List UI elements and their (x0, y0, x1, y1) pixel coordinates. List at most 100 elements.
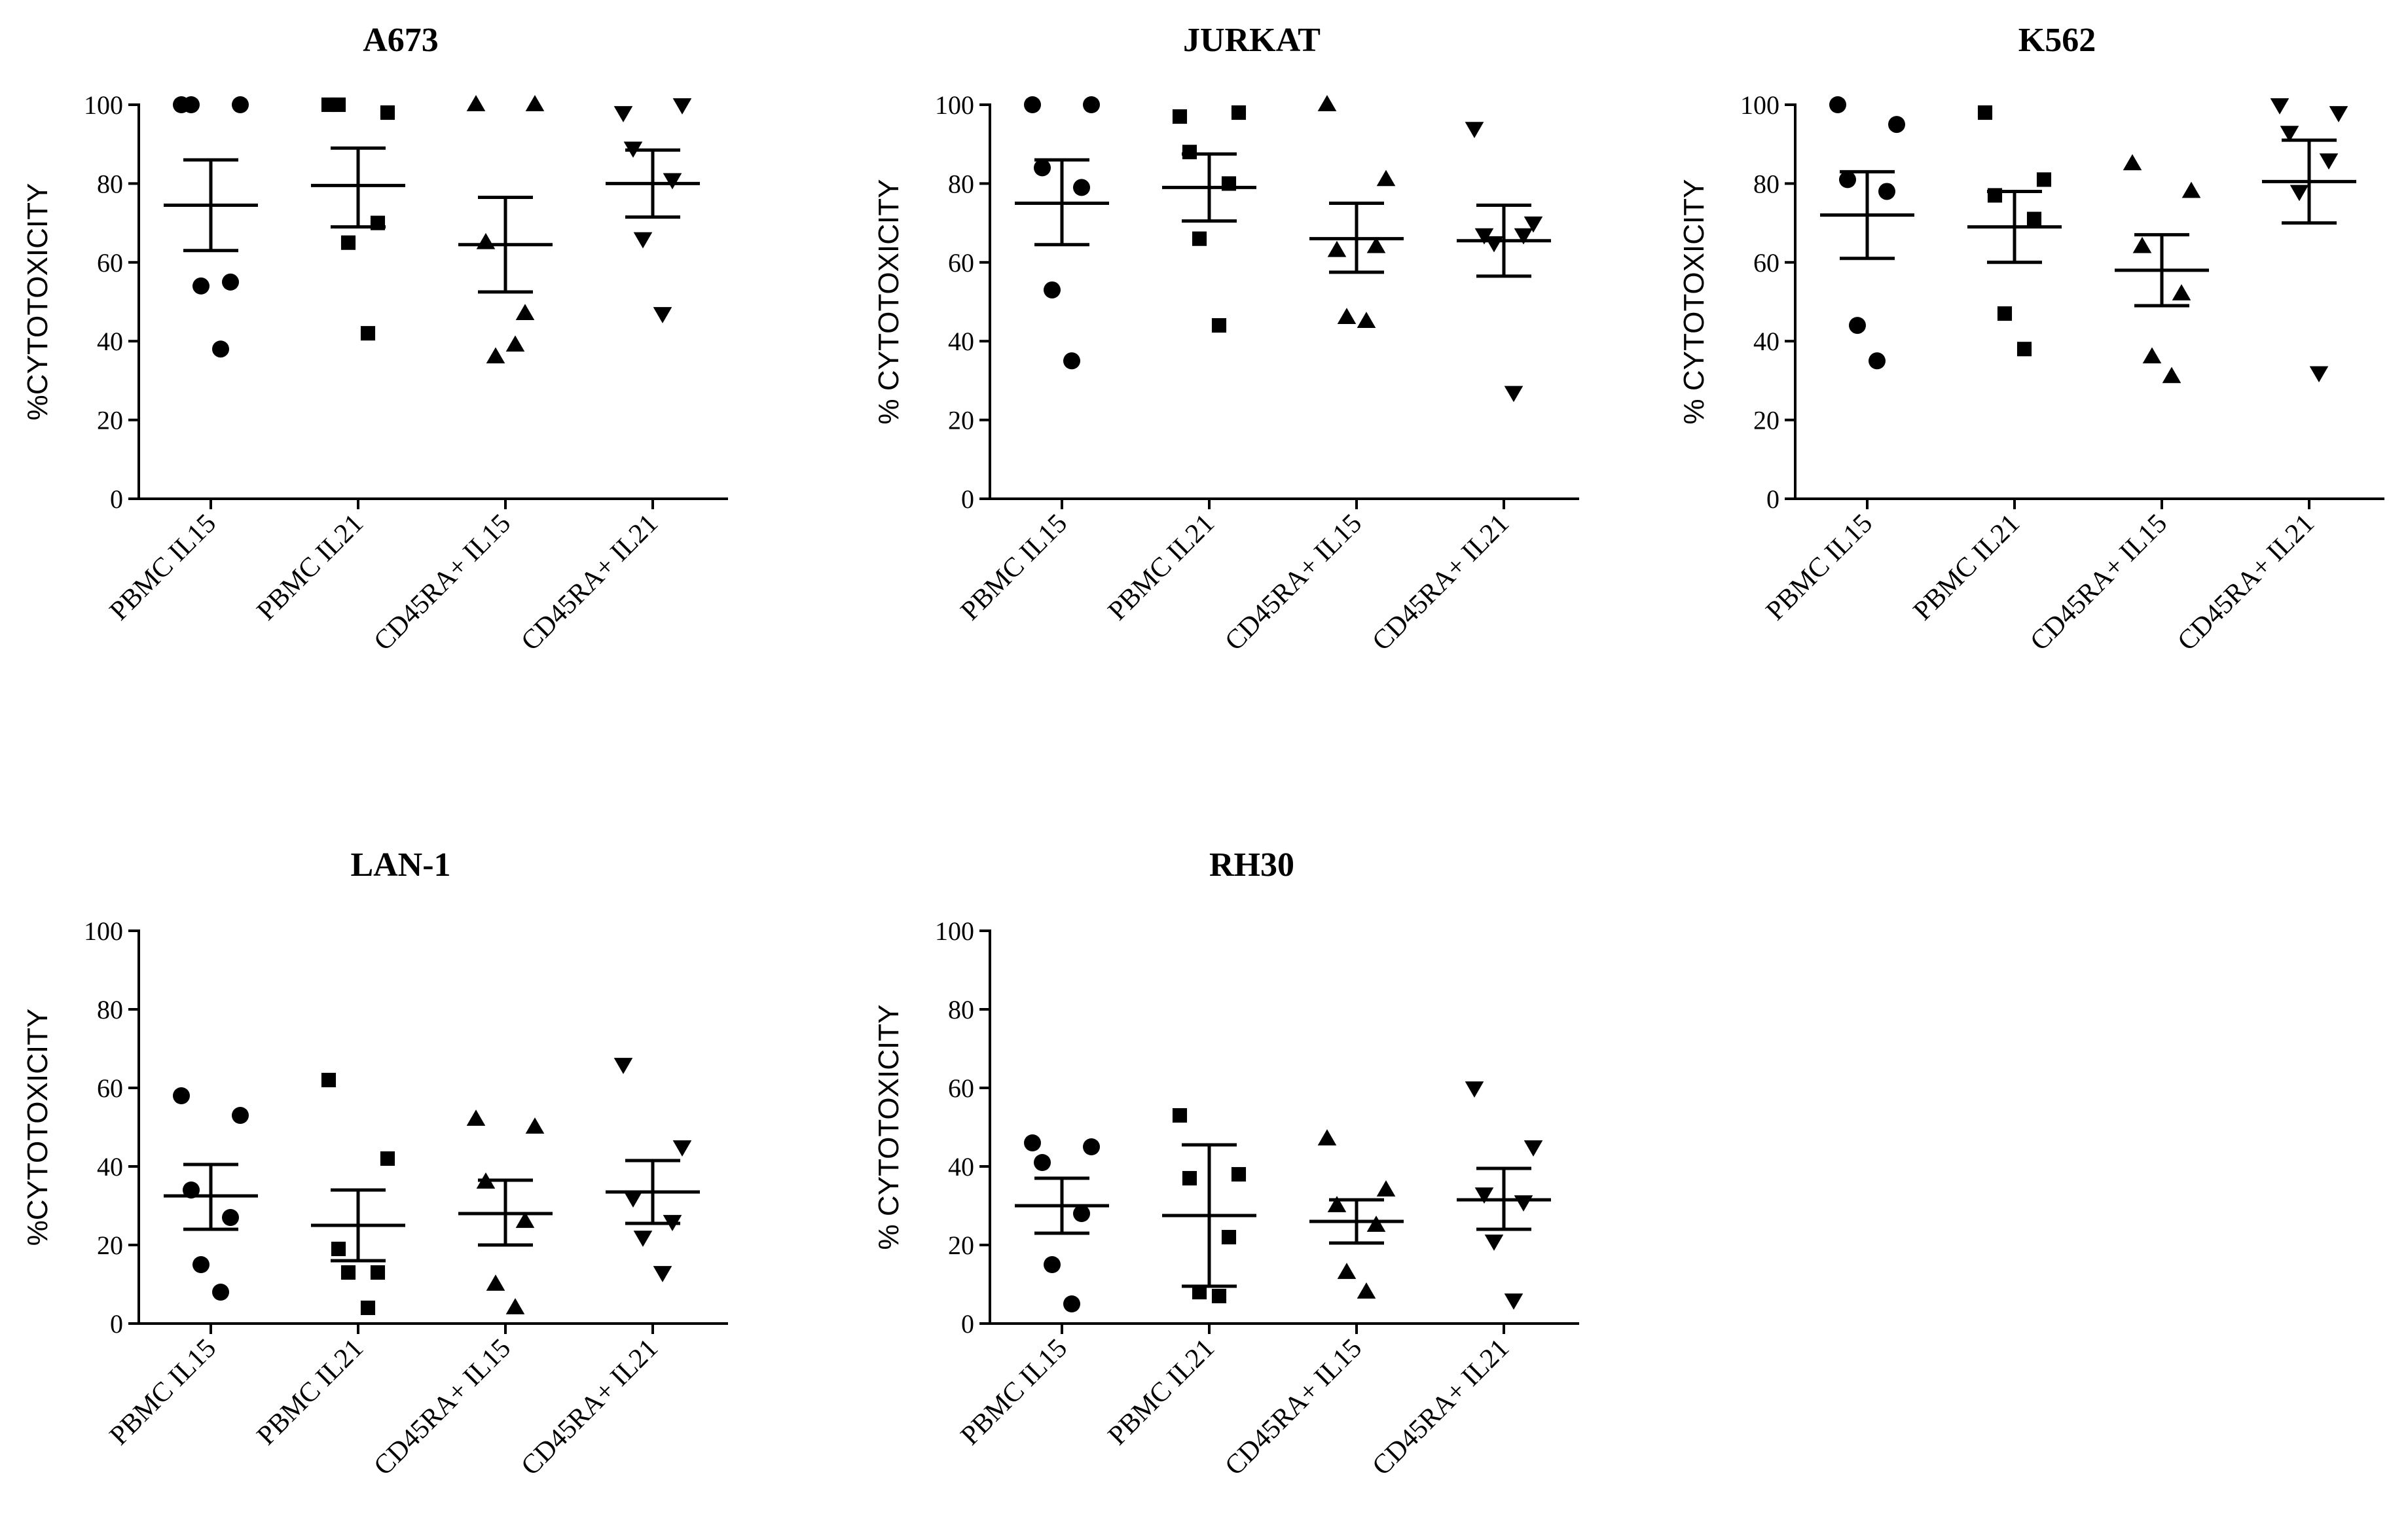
data-point-triangle-up (1317, 1129, 1337, 1145)
y-tick-label: 0 (110, 484, 123, 514)
x-category-label: CD45RA+ IL21 (1366, 509, 1515, 657)
data-point-triangle-down (1523, 216, 1543, 233)
data-point-triangle-down (2280, 126, 2299, 142)
data-point-triangle-down (1465, 122, 1484, 138)
y-tick-label: 0 (1766, 484, 1779, 514)
data-point-square (1977, 105, 1993, 120)
series-pbmc-il15 (164, 1087, 258, 1301)
x-category-label: PBMC IL21 (1908, 509, 2026, 626)
series-cd45ra-il15 (1309, 1129, 1404, 1299)
series-cd45ra-il21 (2262, 98, 2356, 383)
data-point-triangle-up (2181, 181, 2201, 198)
data-point-square (1182, 145, 1197, 160)
data-point-triangle-down (653, 307, 672, 323)
chart-panel-jurkat: JURKAT % CYTOTOXICITY 0 20 40 60 80 100 PBMC IL1… (873, 22, 1579, 657)
data-point-square (1192, 1284, 1207, 1300)
data-point-circle (222, 273, 239, 291)
y-tick-label: 20 (1753, 406, 1779, 435)
y-tick-label: 100 (84, 916, 123, 946)
data-point-triangle-down (2309, 366, 2329, 383)
x-category-label: CD45RA+ IL21 (1366, 1333, 1515, 1482)
data-point-square (380, 105, 395, 120)
y-tick-label: 80 (948, 995, 974, 1024)
series-pbmc-il15 (1015, 1134, 1109, 1312)
series-pbmc-il21 (311, 97, 405, 341)
y-tick-label: 60 (948, 248, 974, 278)
data-point-triangle-up (1366, 1216, 1386, 1232)
data-point-triangle-up (476, 232, 496, 249)
y-tick-label: 40 (948, 327, 974, 356)
data-point-circle (1024, 96, 1041, 113)
chart-panel-k562: K562 % CYTOTOXICITY 0 20 40 60 80 100 PBMC IL15 P… (1678, 22, 2384, 657)
x-category-label: CD45RA+ IL15 (368, 509, 517, 657)
x-category-label: PBMC IL21 (251, 1333, 369, 1451)
data-point-triangle-up (1376, 1180, 1396, 1197)
y-axis-title: % CYTOTOXICITY (873, 1005, 905, 1250)
data-point-triangle-up (1327, 240, 1347, 257)
y-tick-label: 40 (97, 327, 123, 356)
data-point-circle (1044, 1256, 1061, 1273)
data-point-triangle-up (2162, 367, 2181, 384)
data-point-triangle-up (466, 95, 486, 111)
x-category-label: CD45RA+ IL15 (2024, 509, 2173, 657)
data-point-circle (183, 96, 200, 113)
data-point-circle (1849, 317, 1866, 334)
data-point-square (1231, 105, 1247, 120)
data-point-square (2016, 342, 2032, 357)
x-category-label: PBMC IL15 (104, 1333, 222, 1451)
data-point-triangle-up (515, 1212, 535, 1228)
data-point-circle (212, 1284, 229, 1301)
data-point-triangle-up (1337, 308, 1357, 324)
data-point-triangle-up (2142, 347, 2162, 364)
data-point-square (1192, 231, 1207, 246)
data-point-square (1172, 1108, 1188, 1123)
data-point-circle (1829, 96, 1846, 113)
data-point-triangle-up (1366, 236, 1386, 253)
y-axis-title: % CYTOTOXICITY (873, 179, 905, 425)
data-point-square (360, 326, 376, 341)
y-axis-title: % CYTOTOXICITY (1678, 179, 1710, 425)
series-cd45ra-il15 (2115, 154, 2209, 384)
chart-title: JURKAT (1183, 22, 1321, 59)
data-point-square (2036, 172, 2052, 187)
series-pbmc-il21 (1162, 105, 1256, 333)
data-point-triangle-down (2329, 106, 2348, 122)
data-point-square (1231, 1166, 1247, 1182)
data-point-square (1997, 306, 2013, 321)
chart-title: LAN-1 (350, 846, 450, 884)
data-point-square (321, 1072, 337, 1088)
y-axis-title: %CYTOTOXICITY (22, 183, 54, 421)
y-tick-label: 100 (935, 90, 974, 120)
data-point-triangle-down (672, 98, 692, 115)
data-point-triangle-down (1484, 236, 1504, 253)
data-point-circle (1063, 1295, 1080, 1312)
y-tick-label: 100 (84, 90, 123, 120)
data-point-triangle-down (653, 1266, 672, 1282)
x-category-label: PBMC IL21 (251, 509, 369, 626)
data-point-triangle-up (505, 335, 525, 352)
data-point-triangle-up (1376, 170, 1396, 187)
data-point-triangle-up (1357, 312, 1376, 328)
data-point-triangle-down (613, 1058, 633, 1074)
series-cd45ra-il15 (1309, 95, 1404, 328)
data-point-triangle-down (1523, 1140, 1543, 1157)
chart-panel-a673: A673 %CYTOTOXICITY 0 20 40 60 80 100 PBMC IL15 PB… (22, 22, 728, 657)
chart-panel-lan-1: LAN-1 %CYTOTOXICITY 0 20 40 60 80 100 PBMC IL15 P… (22, 846, 728, 1481)
data-point-circle (1083, 96, 1100, 113)
data-point-triangle-down (1484, 1235, 1504, 1251)
data-point-triangle-down (633, 1231, 653, 1247)
data-point-triangle-down (672, 1140, 692, 1157)
data-point-triangle-down (2289, 185, 2309, 202)
series-cd45ra-il21 (606, 1058, 700, 1282)
y-tick-label: 20 (97, 1231, 123, 1260)
series-cd45ra-il15 (458, 1109, 553, 1314)
y-tick-label: 80 (1753, 169, 1779, 198)
data-point-triangle-up (486, 1274, 505, 1291)
data-point-square (1221, 1229, 1237, 1245)
data-point-triangle-up (525, 1117, 545, 1134)
data-point-triangle-down (2319, 153, 2339, 170)
data-point-circle (1869, 352, 1886, 370)
x-category-label: PBMC IL15 (955, 509, 1073, 626)
y-tick-label: 40 (97, 1152, 123, 1181)
data-point-triangle-up (505, 1298, 525, 1314)
